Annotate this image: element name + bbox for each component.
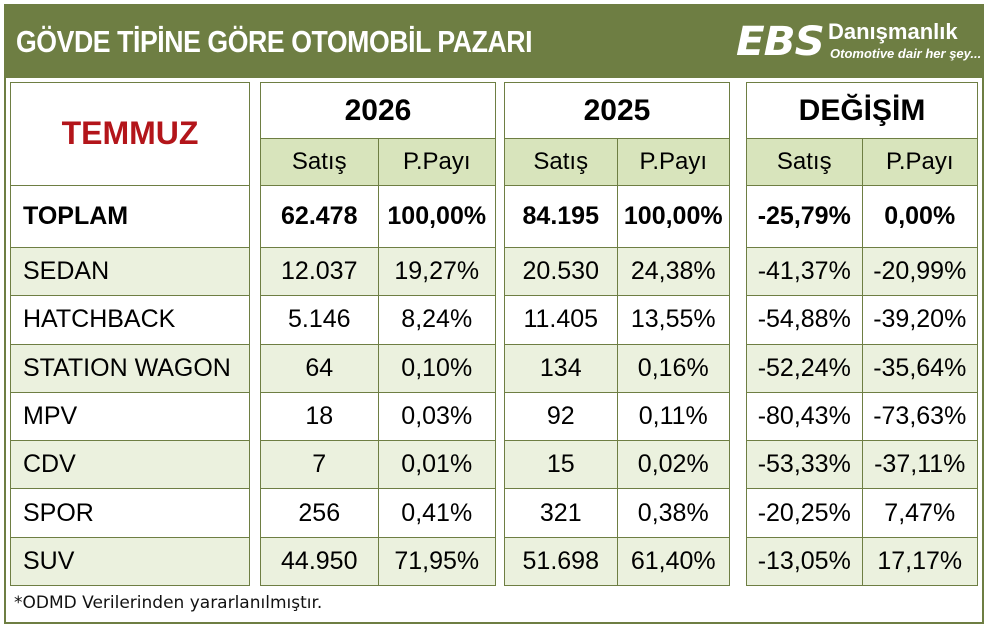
cell: -53,33% xyxy=(746,440,863,490)
row-label-cdv: CDV xyxy=(10,440,250,490)
col-header-sales: Satış xyxy=(260,138,379,186)
cell: 51.698 xyxy=(504,536,618,587)
change-table: DEĞİŞİM Satış P.Payı -25,79% 0,00% -41,37… xyxy=(746,81,978,587)
cell: 44.950 xyxy=(260,536,379,587)
cell: 7 xyxy=(260,440,379,490)
cell: 92 xyxy=(504,391,618,442)
cell: 100,00% xyxy=(616,184,730,248)
col-header-share: P.Payı xyxy=(377,138,496,186)
group-title-2025: 2025 xyxy=(504,81,730,140)
cell: 61,40% xyxy=(616,536,730,587)
cell: 256 xyxy=(260,488,379,538)
market-table: TEMMUZ TOPLAM SEDAN HATCHBACK STATION WA… xyxy=(6,78,982,587)
cell: 64 xyxy=(260,343,379,393)
page-title: GÖVDE TİPİNE GÖRE OTOMOBİL PAZARI xyxy=(16,24,533,59)
cell: 0,01% xyxy=(377,440,496,490)
month-label: TEMMUZ xyxy=(10,82,250,186)
row-label-sedan: SEDAN xyxy=(10,246,250,297)
group-title-change: DEĞİŞİM xyxy=(746,81,978,140)
infographic-frame: GÖVDE TİPİNE GÖRE OTOMOBİL PAZARI EBS Da… xyxy=(4,4,984,624)
cell: 15 xyxy=(504,440,618,490)
col-header-sales: Satış xyxy=(746,138,863,186)
source-footnote: *ODMD Verilerinden yararlanılmıştır. xyxy=(14,593,323,613)
cell: -73,63% xyxy=(861,391,978,442)
header-bar: GÖVDE TİPİNE GÖRE OTOMOBİL PAZARI EBS Da… xyxy=(6,6,982,78)
cell: 321 xyxy=(504,488,618,538)
cell: 12.037 xyxy=(260,246,379,297)
cell: 13,55% xyxy=(616,295,730,345)
cell: -54,88% xyxy=(746,295,863,345)
cell: -20,99% xyxy=(861,246,978,297)
cell: 0,00% xyxy=(861,184,978,248)
cell: 5.146 xyxy=(260,295,379,345)
cell: 0,03% xyxy=(377,391,496,442)
cell: 7,47% xyxy=(861,488,978,538)
cell: 62.478 xyxy=(260,184,379,248)
company-logo: EBS Danışmanlık Otomotive dair her şey..… xyxy=(736,16,981,68)
cell: 0,10% xyxy=(377,343,496,393)
cell: 17,17% xyxy=(861,536,978,587)
col-header-sales: Satış xyxy=(504,138,618,186)
category-block: TEMMUZ TOPLAM SEDAN HATCHBACK STATION WA… xyxy=(10,82,250,587)
row-label-suv: SUV xyxy=(10,536,250,587)
cell: 0,16% xyxy=(616,343,730,393)
cell: -41,37% xyxy=(746,246,863,297)
cell: 11.405 xyxy=(504,295,618,345)
row-label-total: TOPLAM xyxy=(10,184,250,248)
col-header-share: P.Payı xyxy=(616,138,730,186)
cell: -52,24% xyxy=(746,343,863,393)
year-2025-table: 2025 Satış P.Payı 84.195 100,00% 20.530 24… xyxy=(504,81,730,587)
cell: 0,11% xyxy=(616,391,730,442)
cell: 0,41% xyxy=(377,488,496,538)
cell: 18 xyxy=(260,391,379,442)
row-label-hatchback: HATCHBACK xyxy=(10,295,250,345)
cell: 100,00% xyxy=(377,184,496,248)
year-2025-block: 2025 Satış P.Payı 84.195 100,00% 20.530 24… xyxy=(504,81,730,587)
cell: 24,38% xyxy=(616,246,730,297)
cell: -37,11% xyxy=(861,440,978,490)
cell: -80,43% xyxy=(746,391,863,442)
cell: -25,79% xyxy=(746,184,863,248)
cell: -20,25% xyxy=(746,488,863,538)
row-label-spor: SPOR xyxy=(10,488,250,538)
year-2026-table: 2026 Satış P.Payı 62.478 100,00% 12.037 19… xyxy=(260,81,496,587)
row-label-mpv: MPV xyxy=(10,391,250,442)
logo-mark: EBS xyxy=(736,19,825,65)
cell: -35,64% xyxy=(861,343,978,393)
group-title-2026: 2026 xyxy=(260,81,496,140)
logo-tagline: Otomotive dair her şey... xyxy=(830,46,982,61)
logo-name: Danışmanlık xyxy=(828,19,958,44)
cell: 0,02% xyxy=(616,440,730,490)
cell: 20.530 xyxy=(504,246,618,297)
cell: 71,95% xyxy=(377,536,496,587)
change-block: DEĞİŞİM Satış P.Payı -25,79% 0,00% -41,37… xyxy=(746,81,978,587)
cell: -39,20% xyxy=(861,295,978,345)
cell: 84.195 xyxy=(504,184,618,248)
cell: 0,38% xyxy=(616,488,730,538)
cell: 8,24% xyxy=(377,295,496,345)
cell: -13,05% xyxy=(746,536,863,587)
cell: 19,27% xyxy=(377,246,496,297)
category-table: TEMMUZ TOPLAM SEDAN HATCHBACK STATION WA… xyxy=(10,82,250,587)
row-label-station-wagon: STATION WAGON xyxy=(10,343,250,393)
col-header-share: P.Payı xyxy=(861,138,978,186)
year-2026-block: 2026 Satış P.Payı 62.478 100,00% 12.037 19… xyxy=(260,81,496,587)
cell: 134 xyxy=(504,343,618,393)
